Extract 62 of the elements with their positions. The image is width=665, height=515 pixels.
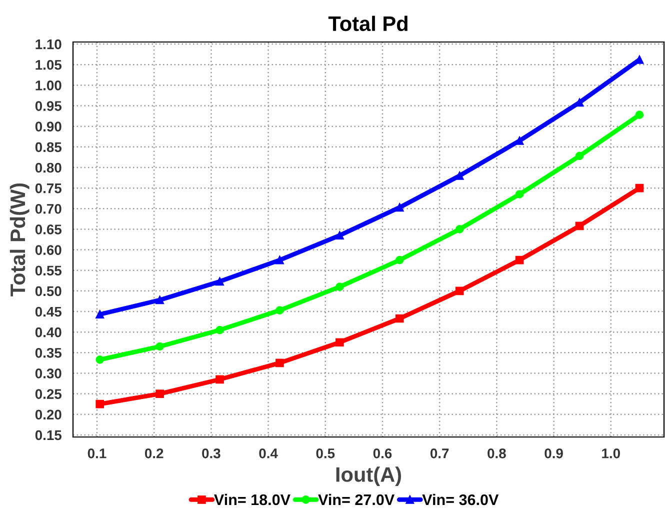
- chart-title: Total Pd: [328, 16, 408, 32]
- y-tick-label: 0.85: [35, 142, 62, 152]
- point: [515, 256, 524, 264]
- point: [96, 355, 104, 364]
- y-tick-label: 0.45: [35, 306, 62, 317]
- y-tick-label: 0.30: [35, 368, 62, 378]
- legend-label: Vin= 18.0V: [214, 494, 290, 506]
- y-tick-label: 1.00: [36, 80, 62, 90]
- y-tick-label: 0.70: [35, 204, 62, 214]
- point: [455, 225, 464, 234]
- point: [216, 326, 224, 334]
- x-tick-label: 0.6: [373, 448, 392, 458]
- point: [635, 184, 644, 192]
- point: [335, 231, 344, 240]
- y-tick-label: 0.35: [35, 348, 62, 358]
- legend-label: Vin= 27.0V: [318, 494, 395, 506]
- point: [216, 277, 224, 286]
- point: [156, 342, 164, 351]
- point: [515, 190, 524, 198]
- y-tick-label: 0.55: [35, 266, 62, 276]
- y-tick-label: 0.90: [35, 122, 62, 132]
- y-tick-label: 0.50: [35, 286, 62, 296]
- point: [575, 152, 584, 160]
- legend-label: Vin= 36.0V: [422, 494, 499, 506]
- x-axis-title: Iout(A): [336, 466, 402, 486]
- point: [395, 314, 404, 323]
- point: [276, 358, 284, 368]
- y-tick-label: 0.95: [35, 101, 62, 111]
- point: [335, 338, 344, 347]
- point: [395, 203, 404, 212]
- y-axis-title: Total Pd(W): [10, 183, 30, 296]
- y-tick-label: 0.75: [35, 183, 62, 194]
- x-tick-label: 0.3: [202, 448, 220, 458]
- point: [575, 222, 584, 230]
- x-tick-label: 0.1: [88, 448, 106, 458]
- y-tick-label: 0.80: [35, 162, 62, 173]
- point: [276, 306, 284, 314]
- point: [156, 296, 164, 304]
- point: [395, 256, 404, 264]
- x-tick-label: 0.8: [488, 448, 506, 458]
- x-tick-label: 0.9: [544, 448, 563, 458]
- x-tick-label: 0.2: [144, 448, 164, 458]
- y-tick-label: 0.60: [35, 245, 62, 255]
- y-tick-label: 1.05: [36, 60, 62, 70]
- x-tick-label: 0.7: [430, 448, 449, 458]
- x-tick-label: 0.4: [259, 448, 278, 458]
- point: [276, 256, 284, 264]
- y-tick-label: 1.10: [36, 39, 62, 50]
- point: [335, 282, 344, 291]
- point: [455, 286, 464, 296]
- y-tick-label: 0.65: [35, 224, 62, 234]
- x-tick-label: 1.0: [602, 448, 620, 458]
- point: [96, 310, 104, 319]
- y-tick-label: 0.15: [35, 430, 62, 440]
- y-tick-label: 0.40: [35, 327, 62, 338]
- point: [635, 110, 644, 119]
- point: [216, 375, 224, 384]
- y-tick-label: 0.25: [35, 389, 62, 399]
- point: [156, 390, 164, 398]
- y-tick-label: 0.20: [35, 410, 62, 420]
- point: [96, 400, 104, 408]
- x-tick-label: 0.5: [316, 448, 335, 458]
